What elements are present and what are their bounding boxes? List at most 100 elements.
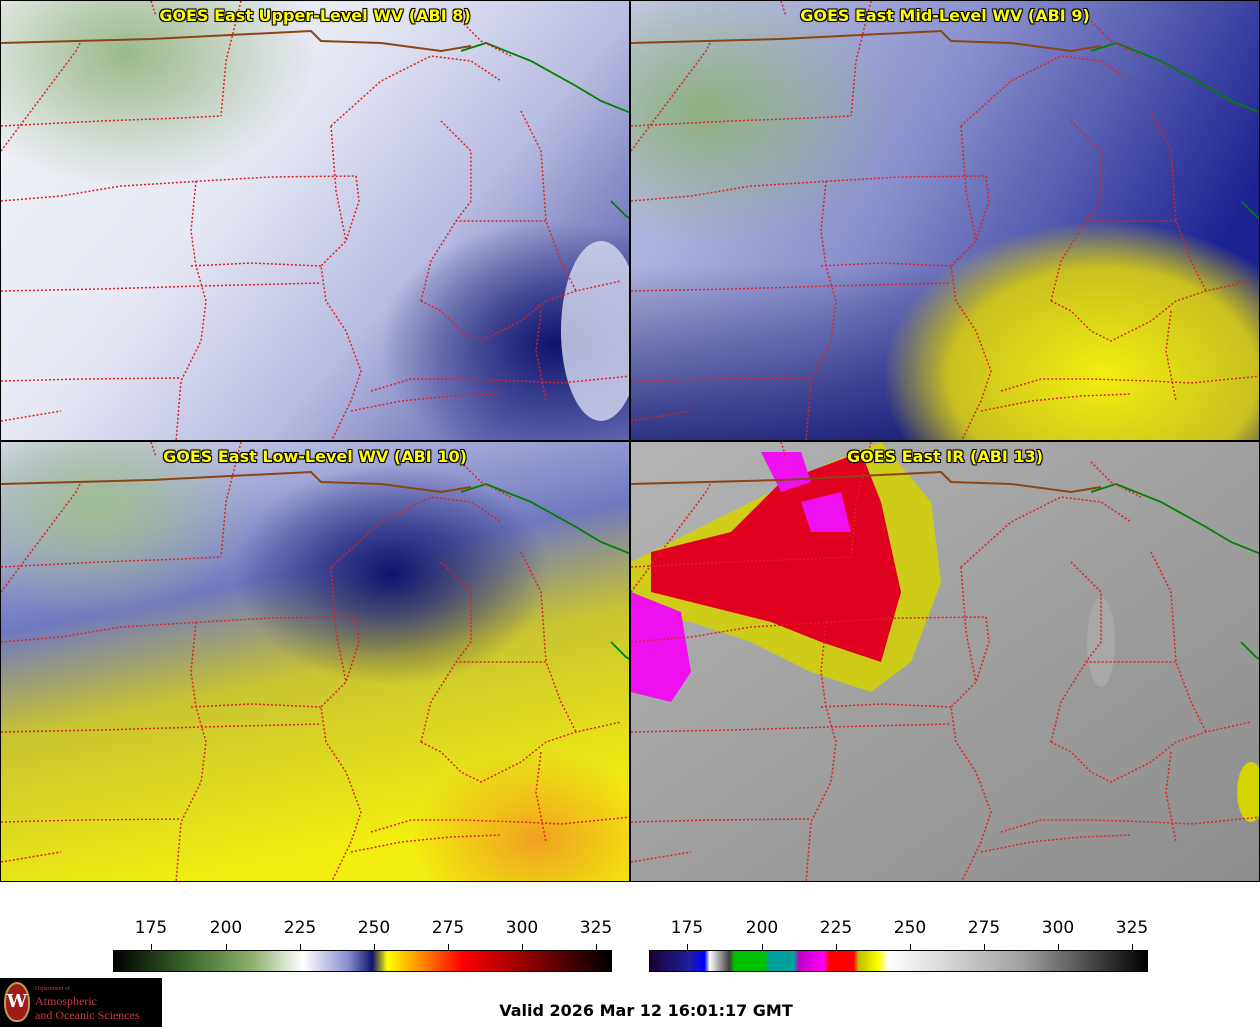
state-border bbox=[420, 280, 622, 342]
state-border bbox=[520, 110, 547, 222]
canada-border bbox=[631, 29, 1102, 53]
state-border bbox=[1, 282, 322, 292]
state-border bbox=[190, 703, 322, 708]
state-border bbox=[440, 561, 472, 663]
infrared-colorbar bbox=[649, 950, 1148, 972]
state-border bbox=[320, 616, 362, 881]
canada-border bbox=[631, 470, 1102, 494]
colorbar-tick-label: 200 bbox=[209, 918, 243, 938]
state-border bbox=[320, 175, 362, 440]
colorbar-tick bbox=[448, 944, 449, 950]
colorbar-tick bbox=[1058, 944, 1059, 950]
state-border bbox=[1, 818, 182, 823]
state-border bbox=[631, 556, 852, 568]
canada-border bbox=[1, 29, 472, 53]
colorbar-tick-label: 200 bbox=[745, 918, 779, 938]
panel-title: GOES East Upper-Level WV (ABI 8) bbox=[159, 6, 471, 25]
state-border bbox=[1, 377, 182, 382]
state-border bbox=[330, 496, 502, 568]
state-border bbox=[960, 55, 1132, 127]
state-border bbox=[350, 393, 502, 412]
state-border bbox=[631, 818, 812, 823]
colorbar-tick-label: 300 bbox=[505, 918, 539, 938]
colorbar-tick-label: 275 bbox=[967, 918, 1001, 938]
colorbar-tick-label: 250 bbox=[357, 918, 391, 938]
state-border bbox=[631, 481, 712, 593]
state-border bbox=[150, 442, 157, 458]
state-border bbox=[1150, 551, 1177, 663]
state-border bbox=[190, 262, 322, 267]
state-border bbox=[535, 310, 547, 402]
state-border bbox=[980, 834, 1132, 853]
colorbar-tick bbox=[836, 944, 837, 950]
state-border bbox=[330, 566, 347, 683]
panel-upper-level-wv: GOES East Upper-Level WV (ABI 8) bbox=[0, 0, 630, 441]
state-border bbox=[220, 1, 242, 117]
upper-wv-image bbox=[1, 1, 629, 440]
colorbar-tick bbox=[984, 944, 985, 950]
state-border bbox=[950, 616, 992, 881]
state-border bbox=[631, 616, 987, 643]
state-border bbox=[850, 442, 872, 558]
state-border bbox=[440, 120, 472, 222]
colorbar-tick-label: 300 bbox=[1041, 918, 1075, 938]
colorbar-tick-label: 250 bbox=[893, 918, 927, 938]
colorbar-tick-label: 225 bbox=[283, 918, 317, 938]
state-border bbox=[1, 40, 82, 152]
state-border bbox=[1090, 20, 1142, 57]
state-border bbox=[631, 115, 852, 127]
colorbar-tick-label: 325 bbox=[1115, 918, 1149, 938]
state-border bbox=[631, 175, 987, 202]
panel-title: GOES East Mid-Level WV (ABI 9) bbox=[800, 6, 1090, 25]
state-border bbox=[1165, 751, 1177, 843]
state-border bbox=[1050, 220, 1207, 302]
valid-time-label: Valid 2026 Mar 12 16:01:17 GMT bbox=[499, 1001, 793, 1020]
lake-border bbox=[460, 42, 629, 219]
colorbar-tick-label: 175 bbox=[670, 918, 704, 938]
logo-line-1: Department of bbox=[35, 986, 70, 992]
logo-line-3: and Oceanic Sciences bbox=[35, 1008, 140, 1022]
state-border bbox=[1070, 120, 1102, 222]
state-border bbox=[1, 616, 357, 643]
state-border bbox=[631, 40, 712, 152]
state-border bbox=[950, 175, 992, 440]
state-border bbox=[960, 496, 1132, 568]
lake-border bbox=[460, 483, 629, 660]
state-border bbox=[460, 461, 512, 498]
low-wv-image bbox=[1, 442, 629, 881]
state-border bbox=[1000, 375, 1259, 392]
state-border bbox=[1050, 280, 1252, 342]
panel-mid-level-wv: GOES East Mid-Level WV (ABI 9) bbox=[630, 0, 1260, 441]
colorbar-tick bbox=[596, 944, 597, 950]
colorbar-tick bbox=[1132, 944, 1133, 950]
state-border bbox=[780, 442, 787, 458]
colorbar-tick bbox=[300, 944, 301, 950]
state-border bbox=[150, 1, 157, 17]
uw-shield-icon: W bbox=[4, 982, 30, 1022]
state-border bbox=[631, 377, 812, 382]
colorbar-tick-label: 225 bbox=[819, 918, 853, 938]
state-border bbox=[1090, 461, 1142, 498]
state-border bbox=[520, 551, 547, 663]
state-border bbox=[370, 375, 629, 392]
colorbar-tick-label: 175 bbox=[134, 918, 168, 938]
logo-line-2: Atmospheric bbox=[35, 994, 97, 1008]
state-border bbox=[631, 282, 952, 292]
colorbar-tick bbox=[910, 944, 911, 950]
state-border bbox=[1, 115, 222, 127]
aos-logo: W Department of Atmospheric and Oceanic … bbox=[0, 978, 162, 1027]
state-border bbox=[1000, 816, 1259, 833]
colorbar-tick bbox=[687, 944, 688, 950]
mid-wv-image bbox=[631, 1, 1259, 440]
state-border bbox=[820, 262, 952, 267]
colorbar-tick-label: 325 bbox=[579, 918, 613, 938]
state-border bbox=[1, 481, 82, 593]
water-vapor-colorbar bbox=[113, 950, 612, 972]
state-border bbox=[220, 442, 242, 558]
state-border bbox=[1165, 310, 1177, 402]
state-border bbox=[350, 834, 502, 853]
colorbar-tick bbox=[226, 944, 227, 950]
panel-title: GOES East IR (ABI 13) bbox=[846, 447, 1044, 466]
state-border bbox=[631, 723, 952, 733]
colorbar-tick bbox=[151, 944, 152, 950]
